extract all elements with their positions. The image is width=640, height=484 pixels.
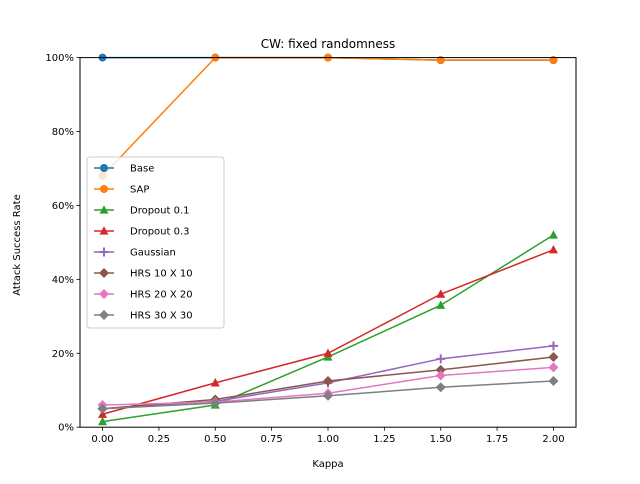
data-point-sap — [436, 56, 445, 65]
data-point-sap — [549, 56, 558, 65]
data-point-dropout-0-3 — [210, 378, 220, 387]
legend-marker-dropout-0-1 — [99, 205, 109, 214]
x-tick-label: 0.75 — [261, 434, 283, 445]
legend-label-dropout-0-3: Dropout 0.3 — [130, 227, 190, 238]
y-tick-label: 80% — [52, 127, 74, 138]
legend-marker-hrs-10-x-10 — [99, 268, 109, 278]
data-point-hrs-30-x-30 — [548, 376, 559, 386]
x-tick-label: 0.25 — [148, 434, 170, 445]
legend-marker-gaussian — [99, 247, 109, 257]
legend-label-hrs-10-x-10: HRS 10 X 10 — [130, 269, 193, 280]
data-point-hrs-10-x-10 — [323, 376, 333, 386]
data-point-hrs-30-x-30 — [97, 403, 108, 414]
legend-box — [86, 156, 225, 329]
data-point-dropout-0-1 — [548, 230, 558, 239]
legend-label-gaussian: Gaussian — [130, 248, 176, 259]
legend-label-sap: SAP — [130, 185, 149, 196]
legend: Base SAP Dropout 0.1 Dropout 0.3 Gaussian HRS… — [86, 156, 225, 329]
data-point-gaussian — [436, 354, 446, 364]
data-point-dropout-0-1 — [98, 416, 108, 426]
legend-label-base: Base — [130, 164, 154, 175]
data-point-hrs-10-x-10 — [548, 351, 559, 362]
data-point-hrs-30-x-30 — [210, 398, 221, 409]
x-tick-label: 0.00 — [91, 434, 113, 445]
legend-marker-sap — [100, 185, 108, 193]
y-axis-label: Attack Success Rate — [12, 194, 23, 295]
legend-marker-hrs-20-x-20 — [99, 289, 109, 299]
data-point-dropout-0-3 — [323, 348, 333, 357]
legend-marker-dropout-0-3 — [99, 226, 109, 235]
x-tick-label: 1.25 — [373, 434, 395, 445]
chart-title: CW: fixed randomness — [261, 37, 396, 51]
data-point-dropout-0-1 — [436, 300, 446, 309]
y-tick-label: 0% — [58, 423, 74, 434]
legend-label-hrs-30-x-30: HRS 30 X 30 — [130, 311, 193, 322]
y-tick-label: 40% — [52, 275, 74, 286]
legend-marker-hrs-30-x-30 — [99, 310, 109, 320]
y-tick-label: 60% — [52, 201, 74, 212]
y-tick-label: 100% — [45, 53, 74, 64]
x-tick-label: 0.50 — [204, 434, 226, 445]
data-point-hrs-10-x-10 — [435, 364, 446, 375]
x-tick-label: 2.00 — [542, 434, 564, 445]
x-axis-label: Kappa — [312, 459, 343, 470]
y-tick-label: 20% — [52, 349, 74, 360]
legend-label-dropout-0-1: Dropout 0.1 — [130, 206, 190, 217]
data-point-dropout-0-3 — [436, 289, 446, 298]
x-tick-label: 1.75 — [486, 434, 508, 445]
legend-marker-base — [100, 164, 108, 172]
legend-label-hrs-20-x-20: HRS 20 X 20 — [130, 290, 193, 301]
series-hrs-30-x-30 — [97, 376, 559, 414]
data-point-gaussian — [548, 341, 558, 351]
data-point-hrs-30-x-30 — [435, 382, 446, 393]
x-tick-label: 1.50 — [430, 434, 452, 445]
x-tick-label: 1.00 — [317, 434, 339, 445]
data-point-hrs-20-x-20 — [548, 362, 559, 373]
data-point-hrs-20-x-20 — [435, 370, 446, 381]
data-point-hrs-30-x-30 — [323, 390, 333, 401]
data-point-dropout-0-3 — [548, 244, 558, 254]
